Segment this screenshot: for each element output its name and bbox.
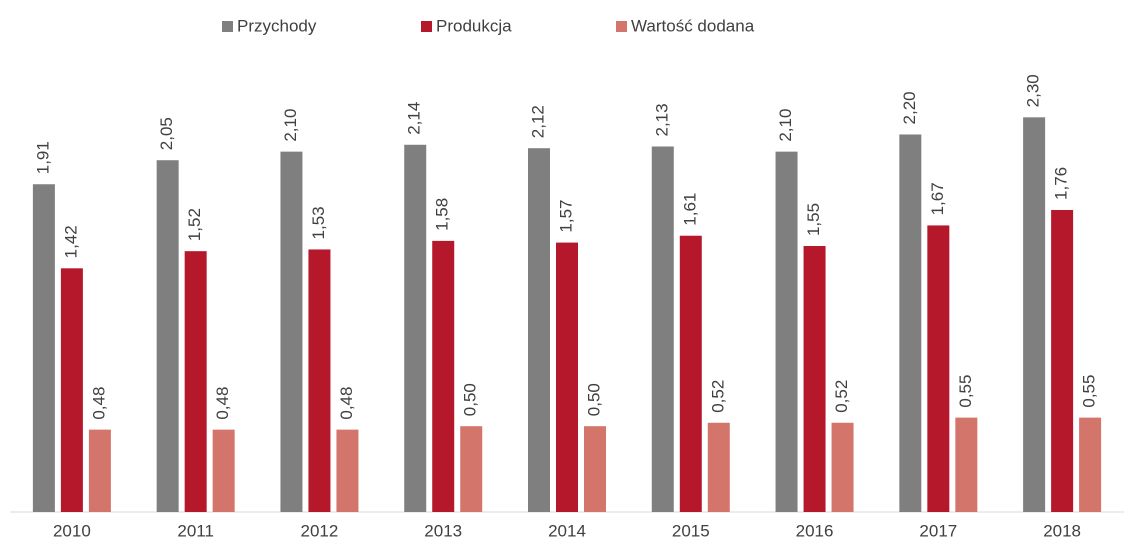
bar [32, 184, 55, 512]
data-label: 1,52 [185, 208, 204, 241]
data-label: 1,76 [1052, 167, 1071, 200]
bar [60, 268, 83, 512]
data-label: 0,52 [832, 380, 851, 413]
data-label: 2,05 [157, 117, 176, 150]
data-label: 0,55 [956, 375, 975, 408]
data-label: 0,50 [461, 383, 480, 416]
data-label: 2,30 [1024, 74, 1043, 107]
data-label: 0,52 [708, 380, 727, 413]
bar [651, 146, 674, 512]
data-label: 0,48 [337, 387, 356, 420]
bar [707, 422, 730, 512]
x-tick-label: 2013 [424, 521, 462, 540]
data-label: 0,48 [213, 387, 232, 420]
bar [1023, 117, 1046, 512]
bar [184, 251, 207, 512]
bar [679, 235, 702, 512]
bar [528, 148, 550, 512]
x-tick-label: 2017 [919, 521, 957, 540]
x-tick-label: 2012 [301, 521, 339, 540]
legend-swatch [421, 21, 432, 32]
bar [775, 151, 798, 512]
bar [927, 225, 950, 513]
bar [556, 242, 578, 512]
data-label: 1,53 [309, 206, 328, 239]
bar [308, 249, 331, 512]
legend-label: Produkcja [436, 16, 512, 35]
bar [460, 426, 483, 512]
bar [1079, 417, 1102, 512]
bar [899, 134, 922, 513]
bar [831, 422, 854, 512]
legend-label: Wartość dodana [631, 16, 755, 35]
x-tick-label: 2015 [672, 521, 710, 540]
data-label: 1,91 [33, 141, 52, 174]
data-label: 1,61 [680, 193, 699, 226]
legend-swatch [222, 21, 233, 32]
data-label: 1,58 [433, 198, 452, 231]
data-label: 2,14 [405, 102, 424, 135]
bar [336, 429, 359, 512]
bar [432, 240, 455, 512]
x-tick-label: 2010 [53, 521, 91, 540]
x-tick-label: 2011 [177, 521, 214, 540]
bar [803, 246, 826, 512]
data-label: 1,57 [556, 199, 575, 232]
bar [88, 429, 111, 512]
bar [156, 160, 179, 512]
x-tick-label: 2014 [548, 521, 586, 540]
data-label: 2,12 [528, 105, 547, 138]
bar [584, 426, 606, 512]
data-label: 1,42 [61, 225, 80, 258]
data-label: 0,55 [1080, 375, 1099, 408]
data-label: 2,20 [900, 91, 919, 124]
data-label: 1,55 [804, 203, 823, 236]
data-label: 0,48 [89, 387, 108, 420]
legend-label: Przychody [237, 16, 317, 35]
bar [955, 417, 978, 512]
data-label: 2,10 [281, 109, 300, 142]
bar [212, 429, 235, 512]
data-label: 1,67 [928, 182, 947, 215]
bar [404, 144, 427, 512]
x-tick-label: 2016 [796, 521, 834, 540]
bar [280, 151, 303, 512]
data-label: 2,13 [652, 103, 671, 136]
legend-swatch [616, 21, 627, 32]
bar [1051, 209, 1074, 512]
x-tick-label: 2018 [1043, 521, 1081, 540]
data-label: 2,10 [776, 109, 795, 142]
data-label: 0,50 [584, 383, 603, 416]
